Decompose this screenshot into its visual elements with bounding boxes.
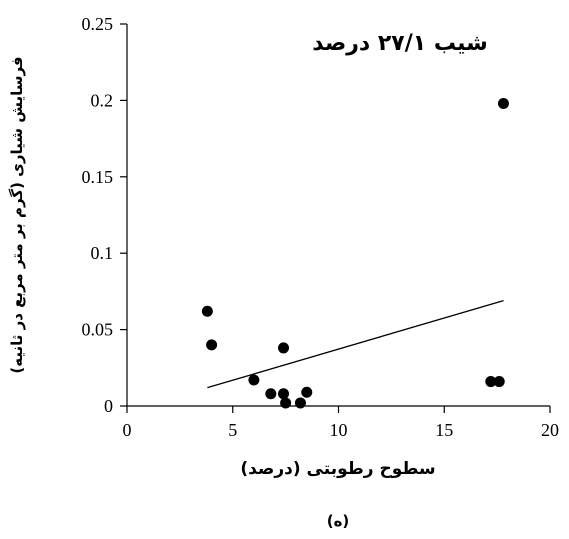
data-point [280, 397, 292, 409]
data-point [493, 376, 505, 388]
x-tick-label: 0 [123, 420, 132, 440]
x-tick-label: 20 [541, 420, 559, 440]
y-tick-label: 0.2 [91, 90, 114, 110]
y-ticks: 0 0.05 0.1 0.15 0.2 0.25 [82, 14, 127, 416]
x-tick-label: 10 [330, 420, 348, 440]
data-point [248, 374, 260, 386]
data-points [201, 97, 509, 409]
x-axis-label: سطوح رطوبتی (درصد) [240, 459, 435, 479]
data-point [278, 342, 290, 354]
trendline-group [207, 299, 504, 389]
y-tick-label: 0 [104, 396, 113, 416]
data-point [278, 388, 290, 400]
chart-title: شیب ۲۷/۱ درصد [312, 31, 488, 56]
x-tick-label: 5 [228, 420, 237, 440]
data-point [265, 388, 277, 400]
data-point [201, 305, 213, 317]
y-tick-label: 0.1 [91, 243, 114, 263]
y-axis-label: فرسایش شیاری (گرم بر متر مربع در ثانیه) [8, 56, 26, 373]
data-point [301, 386, 313, 398]
panel-label: (ه) [327, 512, 350, 530]
x-ticks: 0 5 10 15 20 [123, 406, 559, 440]
y-tick-label: 0.25 [82, 14, 114, 34]
y-tick-label: 0.15 [82, 167, 114, 187]
data-point [497, 97, 509, 109]
y-tick-label: 0.05 [82, 320, 114, 340]
data-point [485, 376, 497, 388]
x-tick-label: 15 [435, 420, 453, 440]
trendline [207, 299, 504, 389]
data-point [294, 397, 306, 409]
data-point [206, 339, 218, 351]
